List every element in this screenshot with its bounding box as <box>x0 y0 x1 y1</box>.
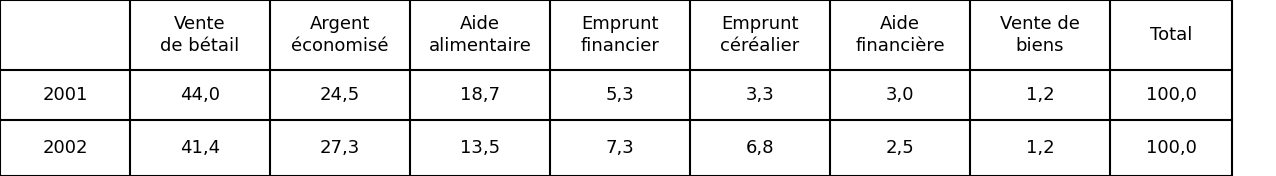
Text: 41,4: 41,4 <box>180 139 219 157</box>
Text: Aide
alimentaire: Aide alimentaire <box>429 15 531 55</box>
Text: Emprunt
céréalier: Emprunt céréalier <box>721 15 800 55</box>
Text: 18,7: 18,7 <box>461 86 500 104</box>
Text: 1,2: 1,2 <box>1026 86 1054 104</box>
Text: 24,5: 24,5 <box>320 86 360 104</box>
Text: 44,0: 44,0 <box>180 86 219 104</box>
Text: 13,5: 13,5 <box>459 139 500 157</box>
Text: Vente
de bétail: Vente de bétail <box>161 15 240 55</box>
Text: 3,0: 3,0 <box>886 86 914 104</box>
Text: Total: Total <box>1150 26 1192 44</box>
Text: Emprunt
financier: Emprunt financier <box>581 15 660 55</box>
Text: 100,0: 100,0 <box>1146 139 1197 157</box>
Text: 1,2: 1,2 <box>1026 139 1054 157</box>
Text: 2,5: 2,5 <box>886 139 915 157</box>
Text: Aide
financière: Aide financière <box>855 15 944 55</box>
Text: 100,0: 100,0 <box>1146 86 1197 104</box>
Text: 5,3: 5,3 <box>606 86 634 104</box>
Text: 2002: 2002 <box>42 139 88 157</box>
Text: 2001: 2001 <box>42 86 88 104</box>
Text: 27,3: 27,3 <box>320 139 360 157</box>
Text: 7,3: 7,3 <box>606 139 634 157</box>
Text: 3,3: 3,3 <box>745 86 775 104</box>
Text: Vente de
biens: Vente de biens <box>1000 15 1079 55</box>
Text: 6,8: 6,8 <box>745 139 775 157</box>
Text: Argent
économisé: Argent économisé <box>291 15 389 55</box>
